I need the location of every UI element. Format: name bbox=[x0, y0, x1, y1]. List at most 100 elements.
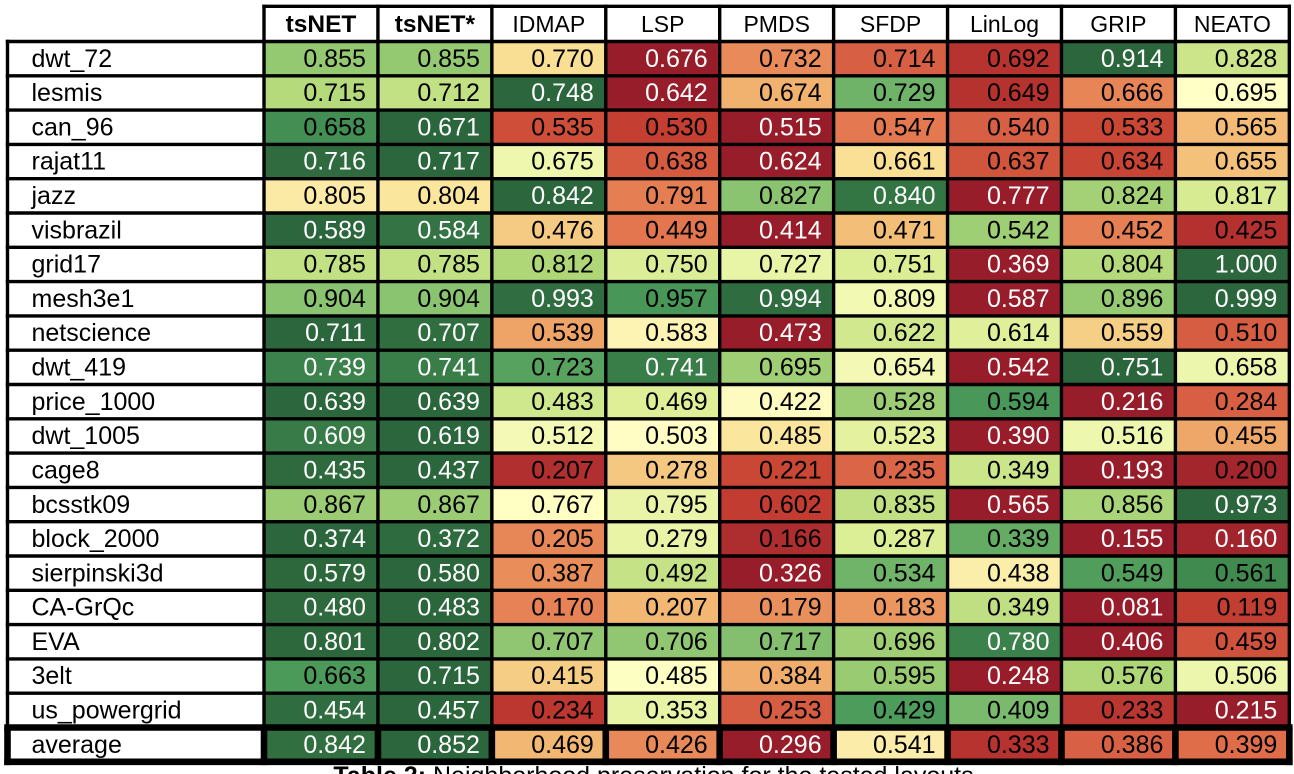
svg-text:0.812: 0.812 bbox=[531, 251, 594, 279]
svg-text:can_96: can_96 bbox=[32, 113, 114, 141]
svg-text:lesmis: lesmis bbox=[32, 79, 103, 107]
svg-text:0.666: 0.666 bbox=[1101, 79, 1164, 107]
svg-text:0.384: 0.384 bbox=[759, 662, 822, 690]
svg-text:0.896: 0.896 bbox=[1101, 285, 1164, 313]
svg-text:0.663: 0.663 bbox=[303, 662, 366, 690]
svg-text:rajat11: rajat11 bbox=[32, 148, 107, 176]
svg-text:0.707: 0.707 bbox=[417, 319, 480, 347]
svg-text:0.795: 0.795 bbox=[645, 491, 708, 519]
svg-text:0.855: 0.855 bbox=[303, 45, 366, 73]
svg-text:0.454: 0.454 bbox=[303, 697, 366, 725]
svg-text:0.914: 0.914 bbox=[1101, 45, 1164, 73]
svg-text:0.469: 0.469 bbox=[645, 388, 708, 416]
svg-text:0.542: 0.542 bbox=[987, 354, 1050, 382]
svg-text:0.642: 0.642 bbox=[645, 79, 708, 107]
svg-text:0.205: 0.205 bbox=[531, 525, 594, 553]
svg-text:0.828: 0.828 bbox=[1215, 45, 1278, 73]
svg-text:0.369: 0.369 bbox=[987, 251, 1050, 279]
svg-text:0.215: 0.215 bbox=[1215, 697, 1278, 725]
svg-text:0.390: 0.390 bbox=[987, 422, 1050, 450]
svg-text:0.654: 0.654 bbox=[873, 354, 936, 382]
svg-text:0.732: 0.732 bbox=[759, 45, 822, 73]
svg-text:0.207: 0.207 bbox=[531, 456, 594, 484]
svg-text:0.326: 0.326 bbox=[759, 559, 822, 587]
svg-text:0.515: 0.515 bbox=[759, 113, 822, 141]
svg-text:0.856: 0.856 bbox=[1101, 491, 1164, 519]
svg-text:0.170: 0.170 bbox=[531, 594, 594, 622]
svg-text:0.817: 0.817 bbox=[1215, 182, 1278, 210]
svg-text:0.852: 0.852 bbox=[417, 731, 480, 759]
svg-text:0.695: 0.695 bbox=[759, 354, 822, 382]
svg-text:0.602: 0.602 bbox=[759, 491, 822, 519]
svg-text:0.751: 0.751 bbox=[873, 251, 936, 279]
svg-text:0.459: 0.459 bbox=[1215, 628, 1278, 656]
svg-text:0.711: 0.711 bbox=[305, 319, 366, 347]
svg-text:0.387: 0.387 bbox=[531, 559, 594, 587]
svg-text:mesh3e1: mesh3e1 bbox=[32, 285, 135, 313]
svg-text:0.750: 0.750 bbox=[645, 251, 708, 279]
svg-text:0.561: 0.561 bbox=[1215, 559, 1278, 587]
svg-text:0.855: 0.855 bbox=[417, 45, 480, 73]
svg-text:0.993: 0.993 bbox=[531, 285, 594, 313]
svg-text:0.119: 0.119 bbox=[1217, 594, 1278, 622]
svg-text:0.469: 0.469 bbox=[531, 731, 594, 759]
svg-text:0.748: 0.748 bbox=[531, 79, 594, 107]
svg-text:0.233: 0.233 bbox=[1101, 697, 1164, 725]
svg-text:0.528: 0.528 bbox=[873, 388, 936, 416]
svg-text:0.435: 0.435 bbox=[303, 456, 366, 484]
svg-text:dwt_72: dwt_72 bbox=[32, 45, 113, 73]
svg-text:0.580: 0.580 bbox=[417, 559, 480, 587]
svg-text:0.547: 0.547 bbox=[873, 113, 936, 141]
svg-text:cage8: cage8 bbox=[32, 456, 100, 484]
svg-text:0.791: 0.791 bbox=[645, 182, 708, 210]
svg-text:0.867: 0.867 bbox=[417, 491, 480, 519]
svg-text:EVA: EVA bbox=[32, 628, 80, 656]
svg-text:0.339: 0.339 bbox=[987, 525, 1050, 553]
svg-text:0.714: 0.714 bbox=[873, 45, 936, 73]
svg-text:0.867: 0.867 bbox=[303, 491, 366, 519]
svg-text:0.767: 0.767 bbox=[531, 491, 594, 519]
svg-text:0.638: 0.638 bbox=[645, 148, 708, 176]
svg-text:0.279: 0.279 bbox=[645, 525, 708, 553]
svg-text:0.399: 0.399 bbox=[1215, 731, 1278, 759]
svg-text:0.333: 0.333 bbox=[987, 731, 1050, 759]
svg-text:0.449: 0.449 bbox=[645, 216, 708, 244]
svg-text:0.476: 0.476 bbox=[531, 216, 594, 244]
svg-text:0.999: 0.999 bbox=[1215, 285, 1278, 313]
svg-text:0.835: 0.835 bbox=[873, 491, 936, 519]
svg-text:0.235: 0.235 bbox=[873, 456, 936, 484]
svg-text:0.729: 0.729 bbox=[873, 79, 936, 107]
svg-text:0.587: 0.587 bbox=[987, 285, 1050, 313]
svg-text:0.510: 0.510 bbox=[1215, 319, 1278, 347]
svg-text:0.675: 0.675 bbox=[531, 148, 594, 176]
svg-text:0.512: 0.512 bbox=[531, 422, 594, 450]
svg-text:0.535: 0.535 bbox=[531, 113, 594, 141]
svg-text:0.842: 0.842 bbox=[303, 731, 366, 759]
svg-text:0.739: 0.739 bbox=[303, 354, 366, 382]
svg-text:0.785: 0.785 bbox=[417, 251, 480, 279]
svg-text:0.492: 0.492 bbox=[645, 559, 708, 587]
svg-text:IDMAP: IDMAP bbox=[512, 11, 585, 37]
svg-text:0.534: 0.534 bbox=[873, 559, 936, 587]
svg-text:0.541: 0.541 bbox=[873, 731, 936, 759]
svg-text:0.658: 0.658 bbox=[1215, 354, 1278, 382]
svg-text:0.994: 0.994 bbox=[759, 285, 822, 313]
svg-text:0.801: 0.801 bbox=[303, 628, 366, 656]
svg-text:3elt: 3elt bbox=[32, 662, 72, 690]
svg-text:0.579: 0.579 bbox=[303, 559, 366, 587]
svg-text:0.583: 0.583 bbox=[645, 319, 708, 347]
svg-text:0.565: 0.565 bbox=[1215, 113, 1278, 141]
svg-text:0.506: 0.506 bbox=[1215, 662, 1278, 690]
svg-text:0.386: 0.386 bbox=[1101, 731, 1164, 759]
svg-text:0.480: 0.480 bbox=[303, 594, 366, 622]
svg-text:0.973: 0.973 bbox=[1215, 491, 1278, 519]
svg-text:0.438: 0.438 bbox=[987, 559, 1050, 587]
svg-text:0.741: 0.741 bbox=[645, 354, 708, 382]
svg-text:0.457: 0.457 bbox=[417, 697, 480, 725]
svg-text:0.634: 0.634 bbox=[1101, 148, 1164, 176]
svg-text:PMDS: PMDS bbox=[743, 11, 809, 37]
svg-text:tsNET*: tsNET* bbox=[395, 11, 476, 38]
svg-text:0.349: 0.349 bbox=[987, 456, 1050, 484]
svg-text:0.296: 0.296 bbox=[759, 731, 822, 759]
svg-text:0.717: 0.717 bbox=[417, 148, 480, 176]
